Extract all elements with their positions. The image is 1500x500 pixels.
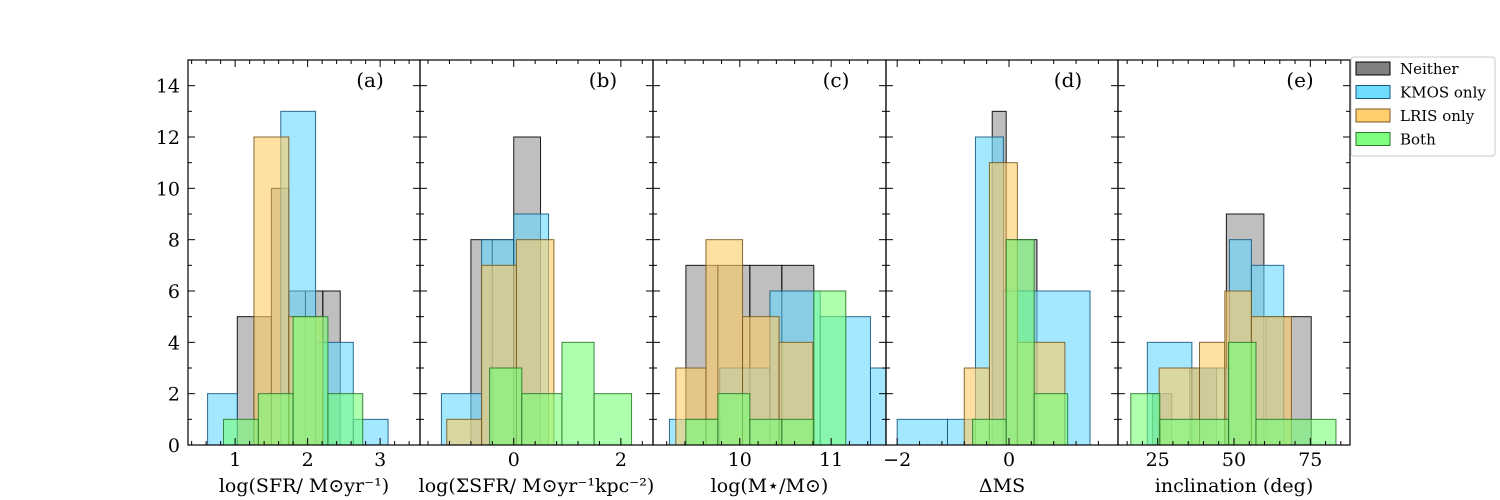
- x-tick-label: 50: [1222, 449, 1246, 471]
- bar-both: [972, 418, 1007, 445]
- bar-lris-only: [446, 418, 483, 445]
- legend-swatch-both: [1355, 132, 1391, 146]
- x-tick-label: 2: [615, 449, 627, 471]
- x-tick-label: 10: [728, 449, 752, 471]
- bar-both: [1255, 418, 1337, 445]
- legend-swatch-kmos-only: [1355, 85, 1391, 99]
- panel-e: 25 50 75 inclination (deg) (e): [1117, 59, 1351, 497]
- legend-label: LRIS only: [1400, 107, 1475, 125]
- bar-both: [1005, 239, 1035, 445]
- x-axis-title: log(SFR/ M⊙yr⁻¹): [219, 475, 389, 497]
- x-axis-title: ΔMS: [979, 475, 1025, 497]
- bar-both: [749, 418, 783, 445]
- bar-both: [685, 418, 719, 445]
- x-tick-label: −2: [883, 449, 911, 471]
- bar-both: [813, 290, 847, 445]
- x-axis-title: inclination (deg): [1155, 475, 1314, 497]
- panel-b: 0 2 log(ΣSFR/ M⊙yr⁻¹kpc⁻²) (b): [419, 59, 655, 497]
- bar-both: [292, 316, 329, 445]
- bar-both: [327, 393, 364, 445]
- bars: [896, 110, 1091, 445]
- x-tick-label: 2: [302, 449, 314, 471]
- y-tick-label: 12: [156, 127, 180, 149]
- x-tick-label: 3: [374, 449, 386, 471]
- bar-both: [1130, 393, 1161, 445]
- bar-both: [1228, 341, 1257, 445]
- panel-d: −2 0 ΔMS (d): [883, 59, 1119, 497]
- bar-kmos-only: [869, 367, 886, 445]
- x-tick-label: 75: [1298, 449, 1322, 471]
- panel-letter: (a): [356, 68, 384, 92]
- bars: [207, 110, 389, 445]
- y-tick-label: 2: [168, 384, 180, 406]
- legend-label: Both: [1400, 131, 1436, 149]
- bars: [668, 239, 886, 445]
- bars: [440, 136, 633, 445]
- bar-both: [223, 418, 259, 445]
- x-axis-title: log(M⋆/M⊙): [711, 475, 829, 497]
- y-tick-label: 6: [168, 281, 180, 303]
- bar-both: [593, 393, 633, 445]
- y-tick-label: 4: [168, 332, 180, 354]
- bar-both: [489, 367, 523, 445]
- legend-swatch-lris-only: [1355, 108, 1391, 123]
- bar-both: [717, 393, 751, 445]
- x-tick-label: 11: [819, 449, 843, 471]
- x-tick-label: 0: [1003, 449, 1015, 471]
- panel-letter: (c): [823, 68, 850, 92]
- x-tick-label: 1: [229, 449, 241, 471]
- legend-box: [1350, 56, 1496, 157]
- panel-letter: (d): [1054, 68, 1082, 92]
- x-tick-label: 25: [1146, 449, 1170, 471]
- y-tick-label: 8: [168, 230, 180, 252]
- bar-both: [1159, 418, 1230, 445]
- panel-a: 1 2 3 log(SFR/ M⊙yr⁻¹) (a): [187, 59, 421, 497]
- bar-kmos-only: [896, 418, 948, 445]
- y-tick-label: 14: [156, 76, 180, 98]
- bar-both: [1033, 393, 1069, 445]
- legend: Neither KMOS only LRIS only Both: [1350, 56, 1496, 157]
- panel-letter: (b): [589, 68, 617, 92]
- y-tick-label: 10: [156, 178, 180, 200]
- panel-c: 10 11 log(M⋆/M⊙) (c): [652, 59, 887, 497]
- panel-letter: (e): [1286, 68, 1313, 92]
- bar-both: [561, 341, 595, 445]
- y-tick-label: 0: [168, 435, 180, 457]
- bars: [1130, 213, 1337, 445]
- bar-both: [521, 393, 563, 445]
- x-axis-title: log(ΣSFR/ M⊙yr⁻¹kpc⁻²): [419, 475, 655, 497]
- bar-both: [781, 418, 815, 445]
- x-tick-label: 0: [508, 449, 520, 471]
- legend-swatch-neither: [1355, 61, 1391, 76]
- bar-both: [257, 393, 294, 445]
- legend-label: KMOS only: [1400, 84, 1486, 102]
- legend-label: Neither: [1400, 60, 1459, 78]
